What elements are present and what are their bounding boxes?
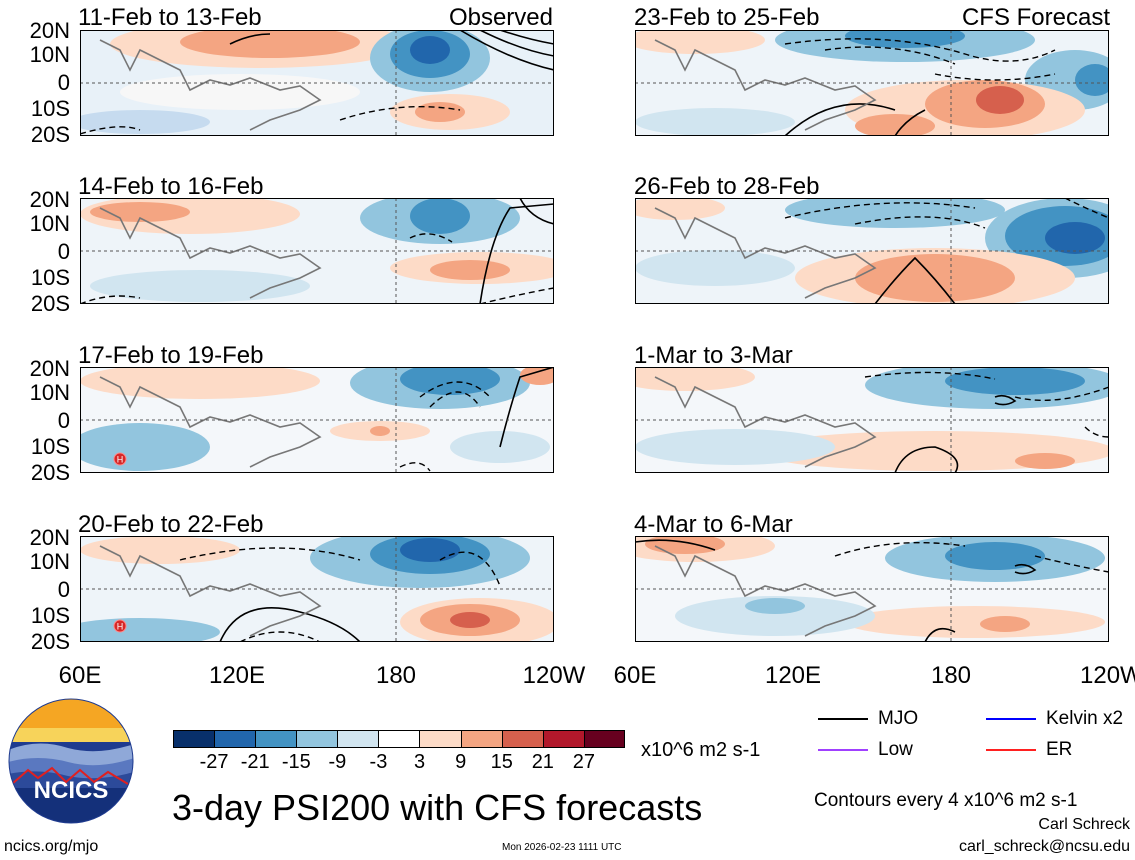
map-panel-7 [635,367,1109,473]
legend-line-er [986,749,1036,751]
panel-label-forecast: CFS Forecast [961,4,1110,31]
lat-label: 10S [30,265,70,290]
lon-label: 120E [764,662,822,689]
colorbar-swatch [460,730,502,748]
panel-title: 1-Mar to 3-Mar [634,342,793,369]
author-email[interactable]: carl_schreck@ncsu.edu [959,838,1130,855]
lon-label: 180 [930,662,972,689]
colorbar-swatch [214,730,256,748]
colorbar-swatch [255,730,297,748]
ncics-logo: NCICS [8,698,134,824]
legend-line-kelvin [986,718,1036,720]
lat-label: 0 [57,239,70,264]
legend-line-low [818,749,868,751]
lat-label: 20S [30,629,70,654]
lon-label: 120E [208,662,266,689]
panel-title: 11-Feb to 13-Feb [78,4,262,31]
lat-label: 20N [29,356,70,381]
colorbar-ticks: -27 -21 -15 -9 -3 3 9 15 21 27 [173,752,625,774]
map-panel-3: H [80,367,554,473]
colorbar-tick-label: -27 [199,751,229,773]
high-label: H [117,622,124,632]
colorbar-units: x10^6 m2 s-1 [641,739,761,761]
colorbar-tick-label: 15 [490,751,513,773]
colorbar-tick-label: 9 [455,751,467,773]
lon-label: 120W [1080,664,1135,688]
lon-label: 60E [613,662,657,689]
author: Carl Schreck [1038,816,1130,833]
lat-label: 20N [29,18,70,43]
high-label: H [117,455,124,465]
colorbar-tick-label: -21 [240,751,270,773]
legend-label: ER [1046,739,1073,760]
colorbar-swatch [419,730,461,748]
high-marker [113,619,127,633]
timestamp: Mon 2026-02-23 1111 UTC [502,842,622,853]
source-url[interactable]: ncics.org/mjo [4,838,99,855]
main-title: 3-day PSI200 with CFS forecasts [172,787,703,828]
colorbar [173,730,625,748]
map-panel-6 [635,198,1109,304]
colorbar-swatch [542,730,584,748]
legend-label: Kelvin x2 [1046,708,1124,729]
panel-title: 4-Mar to 6-Mar [634,511,793,538]
legend-label: Low [878,739,913,760]
lat-label: 20N [29,525,70,550]
panel-title: 14-Feb to 16-Feb [78,173,264,200]
lat-label: 20S [30,122,70,147]
colorbar-tick-label: -9 [328,751,347,773]
legend-line-mjo [818,718,868,720]
lat-label: 10N [29,42,70,67]
colorbar-swatch [378,730,420,748]
colorbar-swatch [337,730,379,748]
colorbar-swatch [501,730,543,748]
map-panel-5 [635,30,1109,136]
panel-title: 20-Feb to 22-Feb [78,511,264,538]
colorbar-tick-label: 3 [413,751,426,773]
lon-label: 60E [58,662,102,689]
lat-label: 10N [29,211,70,236]
legend-label: MJO [878,708,919,729]
colorbar-tick-label: -15 [281,751,311,773]
lat-label: 10S [30,434,70,459]
high-marker [113,452,127,466]
lat-label: 20S [30,460,70,485]
panel-title: 17-Feb to 19-Feb [78,342,264,369]
panel-title: 23-Feb to 25-Feb [634,4,820,31]
lat-label: 10S [30,96,70,121]
lat-label: 0 [57,408,70,433]
colorbar-swatch [296,730,338,748]
colorbar-tick-label: -3 [369,751,388,773]
colorbar-swatch [173,730,215,748]
lat-label: 20N [29,187,70,212]
contour-note: Contours every 4 x10^6 m2 s-1 [814,790,1078,811]
map-panel-2 [80,198,554,304]
lat-label: 10N [29,549,70,574]
lat-label: 0 [57,577,70,602]
lon-label: 180 [375,662,417,689]
lon-label: 120W [522,662,586,689]
colorbar-tick-label: 27 [572,751,596,773]
colorbar-swatch [583,730,625,748]
lat-label: 20S [30,291,70,316]
logo-text: NCICS [34,777,109,804]
colorbar-tick-label: 21 [531,751,554,773]
lat-label: 0 [57,70,70,95]
lat-label: 10S [30,603,70,628]
lat-label: 10N [29,380,70,405]
map-panel-1 [80,30,554,136]
map-panel-4: H [80,536,554,642]
panel-title: 26-Feb to 28-Feb [634,173,820,200]
map-panel-8 [635,536,1109,642]
panel-label-observed: Observed [448,4,553,31]
